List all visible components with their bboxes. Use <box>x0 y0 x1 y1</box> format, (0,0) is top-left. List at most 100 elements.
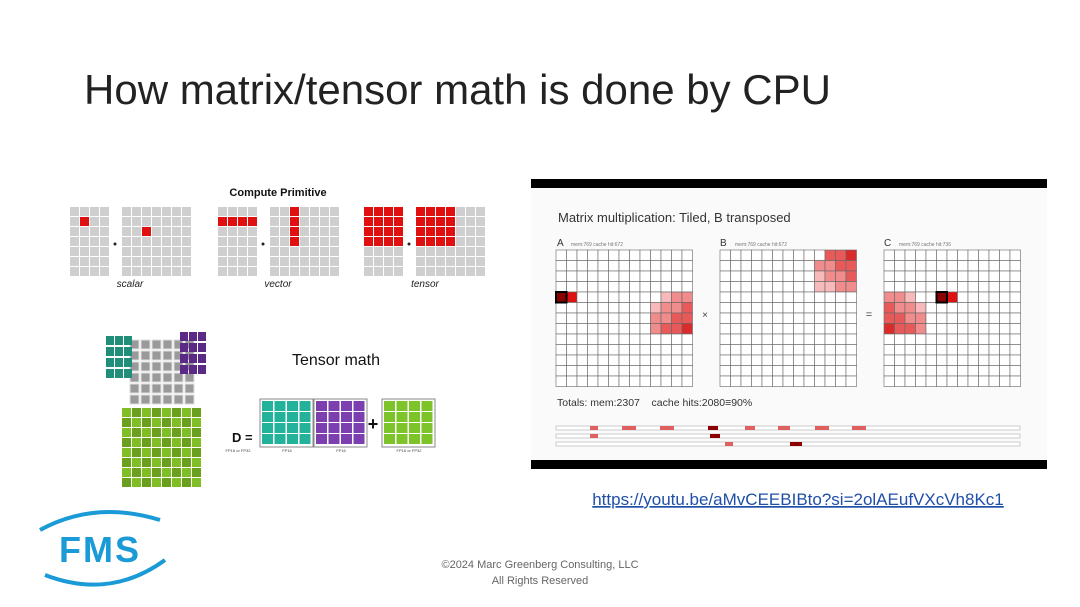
matrix-cell <box>824 270 836 282</box>
matrix-cell <box>576 281 588 293</box>
matrix-cell <box>894 270 906 282</box>
timeline-segment <box>708 426 718 430</box>
cube-block <box>151 394 162 405</box>
matrix-cell <box>814 323 826 335</box>
timeline-segment <box>590 426 598 430</box>
cube-panel <box>198 365 206 374</box>
matrix-cell <box>671 302 683 314</box>
grid-cell <box>162 227 171 236</box>
matrix-cell <box>936 302 948 314</box>
grid-cell <box>218 207 227 216</box>
grid-cell <box>122 227 131 236</box>
matrix-cell <box>660 312 672 324</box>
matrix-cell <box>967 354 979 366</box>
matrix-frame <box>259 398 314 448</box>
matrix-cell <box>262 401 273 411</box>
matrix-cell <box>597 365 609 377</box>
matrix-cell <box>587 260 599 272</box>
matrix-cell <box>629 323 641 335</box>
matrix-cell <box>650 249 662 261</box>
grid-cell <box>172 257 181 266</box>
matrix-cell <box>988 333 1000 345</box>
matrix-cell <box>608 302 620 314</box>
grid-cell <box>182 207 191 216</box>
matrix-cell <box>650 291 662 303</box>
tensor-matrices <box>259 398 436 448</box>
matrix-cell <box>396 423 408 433</box>
matrix-cell <box>353 401 365 411</box>
grid-cell <box>132 257 141 266</box>
matrix-cell <box>740 375 752 387</box>
grid-cell <box>436 267 445 276</box>
cube-block <box>122 478 131 487</box>
matrix-cell <box>894 365 906 377</box>
grid-cell <box>374 237 383 246</box>
matrix-cell <box>967 312 979 324</box>
grid-cell <box>384 227 393 236</box>
matrix-cell <box>793 260 805 272</box>
grid-cell <box>310 207 319 216</box>
cube-block <box>182 478 191 487</box>
matrix-cell <box>946 249 958 261</box>
grid-cell <box>320 247 329 256</box>
matrix-cell <box>650 333 662 345</box>
matrix-cell <box>946 333 958 345</box>
cube-panel <box>124 358 132 367</box>
matrix-cell <box>597 302 609 314</box>
matrix-cell <box>328 423 340 433</box>
grid-cell <box>90 257 99 266</box>
grid-cell <box>476 247 485 256</box>
matrix-cell <box>740 365 752 377</box>
matrix-cell <box>915 291 927 303</box>
grid-cell <box>426 217 435 226</box>
cube-block <box>182 418 191 427</box>
cube-block <box>132 448 141 457</box>
matrix-cell <box>999 302 1011 314</box>
matrix-cell <box>671 281 683 293</box>
grid-cell <box>320 207 329 216</box>
cube-block <box>122 468 131 477</box>
cube-block <box>140 383 151 394</box>
matrix-cell <box>587 249 599 261</box>
matrix-cell <box>650 354 662 366</box>
matrix-cell <box>967 270 979 282</box>
matrix-cell <box>772 344 784 356</box>
cube-block <box>192 468 201 477</box>
grid-cell <box>228 217 237 226</box>
grid-cell <box>426 227 435 236</box>
matrix-cell <box>555 260 567 272</box>
cube-block <box>142 418 151 427</box>
matrix-cell <box>299 423 311 433</box>
grid-cell <box>416 267 425 276</box>
matrix-cell <box>555 291 567 303</box>
video-link[interactable]: https://youtu.be/aMvCEEBIBto?si=2olAEufV… <box>592 490 1004 509</box>
cube-block <box>142 448 151 457</box>
matrix-cell <box>946 344 958 356</box>
matrix-cell <box>793 333 805 345</box>
grid-cell <box>132 227 141 236</box>
matrix-cell <box>751 312 763 324</box>
grid-cell <box>238 217 247 226</box>
grid-cell <box>280 237 289 246</box>
matrix-cell <box>629 281 641 293</box>
logo-arc <box>44 558 167 587</box>
matrix-cell <box>803 260 815 272</box>
matrix-cell <box>681 375 693 387</box>
matrix-cell <box>793 249 805 261</box>
grid-cell <box>416 207 425 216</box>
matrix-cell <box>978 302 990 314</box>
matrix-cell <box>988 260 1000 272</box>
matrix-cell <box>681 354 693 366</box>
matrix-cell <box>957 375 969 387</box>
grid-cell <box>280 257 289 266</box>
matrix-cell <box>835 312 847 324</box>
matrix-cell <box>409 423 420 433</box>
matrix-stats: mem:769 cache hit:736 <box>899 242 951 248</box>
matrix-cell <box>681 260 693 272</box>
cube-block <box>151 339 162 350</box>
cube-block <box>140 361 151 372</box>
matrix-cell <box>824 323 836 335</box>
grid-cell <box>270 217 279 226</box>
matrix-cell <box>835 260 847 272</box>
grid-cell <box>374 207 383 216</box>
